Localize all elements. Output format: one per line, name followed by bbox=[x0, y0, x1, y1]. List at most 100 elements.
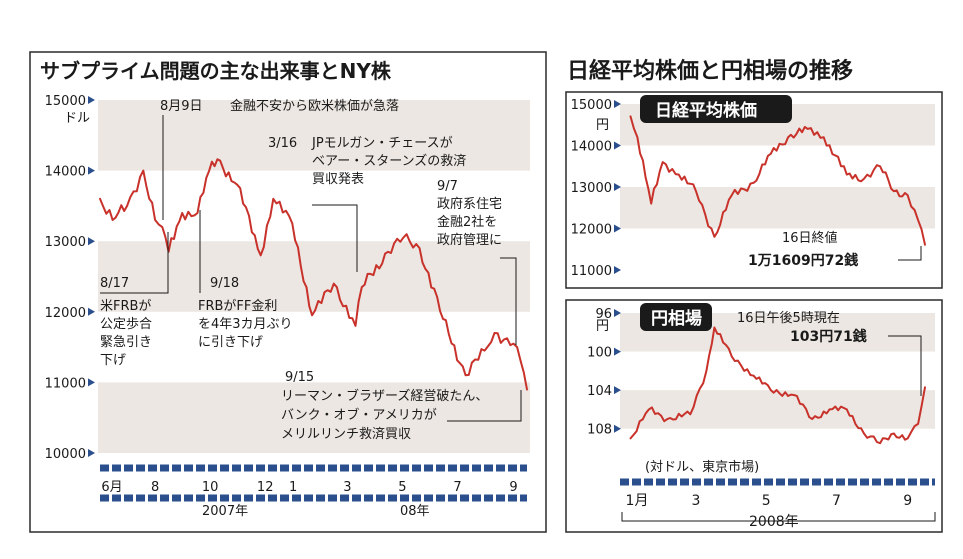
event-sep15-line1: リーマン・ブラザーズ経営破たん、 bbox=[281, 388, 488, 404]
yen-bands bbox=[620, 313, 935, 429]
nikkei-y-ticks: 15000 14000 13000 12000 11000 bbox=[571, 98, 621, 279]
ny-band-4 bbox=[98, 382, 530, 453]
nikkei-annotation-value: 1万1609円72銭 bbox=[748, 252, 858, 269]
right-xtick-0: 1月 bbox=[626, 493, 649, 509]
ny-ytick-13000: 13000 bbox=[45, 235, 86, 250]
ny-ytick-marker-1 bbox=[88, 166, 95, 175]
ny-xtick-7: 7 bbox=[453, 480, 461, 495]
nikkei-badge-label: 日経平均株価 bbox=[655, 100, 757, 121]
ny-ytick-marker-2 bbox=[88, 237, 95, 246]
yen-ytick-108: 108 bbox=[587, 423, 612, 438]
ny-xtick-8: 9 bbox=[509, 480, 517, 495]
ny-xtick-3: 12 bbox=[257, 480, 274, 495]
ny-band-0 bbox=[98, 100, 530, 171]
ny-ytick-marker-3 bbox=[88, 307, 95, 316]
event-aug17-line2: 公定歩合 bbox=[100, 317, 152, 332]
ny-xtick-6: 5 bbox=[398, 480, 406, 495]
event-sep18-line1: FRBがFF金利 bbox=[198, 298, 277, 314]
event-aug17-line3: 緊急引き bbox=[100, 335, 152, 350]
event-sep15-leader bbox=[447, 390, 522, 422]
event-sep18-line2: を4年3カ月ぶり bbox=[198, 317, 293, 332]
nikkei-ytick-12000: 12000 bbox=[571, 223, 612, 238]
ny-xtick-4: 1 bbox=[289, 480, 297, 495]
yen-ytick-marker-1 bbox=[614, 347, 621, 356]
nikkei-series-line bbox=[629, 115, 926, 246]
event-sep7-leader bbox=[500, 257, 517, 345]
event-mar16-line3: 買収発表 bbox=[312, 172, 364, 187]
event-aug17-line4: 下げ bbox=[100, 353, 126, 368]
event-aug17-leader bbox=[100, 232, 169, 294]
yen-ytick-96: 96 bbox=[595, 307, 612, 322]
nikkei-ytick-marker-3 bbox=[614, 224, 621, 233]
event-sep7-line3: 政府管理に bbox=[437, 233, 502, 248]
right-year-bracket bbox=[621, 512, 936, 522]
yen-ytick-marker-3 bbox=[614, 424, 621, 433]
yen-ytick-marker-2 bbox=[614, 386, 621, 395]
left-year-2007: 2007年 bbox=[202, 504, 248, 519]
yen-ytick-104: 104 bbox=[587, 384, 612, 399]
ny-ytick-marker-5 bbox=[88, 449, 95, 457]
yen-annotation-leader bbox=[888, 335, 922, 396]
yen-y-ticks: 96 100 104 108 bbox=[587, 307, 621, 438]
yen-badge bbox=[640, 303, 712, 331]
ny-xtick-0: 6月 bbox=[101, 480, 122, 495]
ny-xtick-2: 10 bbox=[202, 480, 219, 495]
right-xtick-1: 3 bbox=[692, 493, 701, 509]
yen-band-2 bbox=[620, 390, 935, 429]
ny-ytick-marker-4 bbox=[88, 378, 95, 387]
nikkei-ytick-13000: 13000 bbox=[571, 181, 612, 196]
event-sep15-line2: バンク・オブ・アメリカが bbox=[281, 407, 437, 423]
ny-xtick-1: 8 bbox=[151, 480, 159, 495]
nikkei-ytick-15000: 15000 bbox=[571, 98, 612, 113]
event-mar16: 3/16 JPモルガン・チェースが ベアー・スターンズの救済 買収発表 bbox=[268, 136, 466, 272]
right-xtick-3: 7 bbox=[832, 493, 841, 509]
ny-ytick-marker-0 bbox=[88, 96, 95, 104]
right-xtick-2: 5 bbox=[762, 493, 771, 509]
right-year-2008: 2008年 bbox=[749, 514, 799, 530]
event-sep15-line3: メリルリンチ救済買収 bbox=[281, 426, 411, 442]
left-bands bbox=[98, 100, 530, 453]
nikkei-annotation-leader bbox=[898, 246, 922, 261]
event-mar16-line1: JPモルガン・チェースが bbox=[311, 136, 453, 151]
nikkei-ytick-marker-2 bbox=[614, 183, 621, 191]
left-title: サブプライム問題の主な出来事とNY株 bbox=[40, 59, 392, 83]
event-sep18: 9/18 FRBがFF金利 を4年3カ月ぶり に引き下げ bbox=[198, 210, 293, 350]
nikkei-badge bbox=[640, 95, 792, 123]
event-aug9-date: 8月9日 bbox=[160, 99, 203, 114]
event-aug9: 8月9日 金融不安から欧米株価が急落 bbox=[160, 98, 399, 220]
left-y-ticks: 15000 14000 13000 12000 11000 10000 bbox=[45, 94, 95, 462]
nikkei-ytick-marker-1 bbox=[614, 141, 621, 150]
nikkei-ytick-marker-0 bbox=[614, 100, 621, 108]
nikkei-ytick-11000: 11000 bbox=[571, 264, 612, 279]
event-aug9-text: 金融不安から欧米株価が急落 bbox=[230, 98, 399, 114]
event-aug17: 8/17 米FRBが 公定歩合 緊急引き 下げ bbox=[100, 232, 169, 368]
event-sep7: 9/7 政府系住宅 金融2社を 政府管理に bbox=[437, 179, 517, 345]
ny-ytick-10000: 10000 bbox=[45, 447, 86, 462]
event-aug17-date: 8/17 bbox=[100, 276, 129, 291]
right-title: 日経平均株価と円相場の推移 bbox=[567, 58, 853, 84]
event-sep7-date: 9/7 bbox=[437, 179, 458, 194]
left-year-08: 08年 bbox=[400, 504, 430, 519]
nikkei-annotation-label: 16日終値 bbox=[782, 230, 838, 246]
event-mar16-date: 3/16 bbox=[268, 136, 297, 151]
ny-ytick-11000: 11000 bbox=[45, 376, 86, 391]
ny-band-2 bbox=[98, 241, 530, 312]
event-sep18-line3: に引き下げ bbox=[198, 335, 263, 350]
yen-annotation-label: 16日午後5時現在 bbox=[737, 311, 840, 326]
yen-series-line bbox=[629, 326, 926, 445]
event-aug17-line1: 米FRBが bbox=[100, 299, 151, 314]
nikkei-band-2 bbox=[620, 187, 935, 229]
left-x-ticks: 6月 8 10 12 1 3 5 7 9 bbox=[101, 480, 517, 495]
ny-ytick-12000: 12000 bbox=[45, 306, 86, 321]
nikkei-ytick-marker-4 bbox=[614, 266, 621, 274]
yen-badge-label: 円相場 bbox=[651, 308, 702, 329]
nikkei-ytick-14000: 14000 bbox=[571, 140, 612, 155]
ny-dow-series-line bbox=[99, 158, 528, 391]
event-sep7-line2: 金融2社を bbox=[437, 214, 497, 230]
ny-xtick-5: 3 bbox=[343, 480, 351, 495]
yen-note: (対ドル、東京市場) bbox=[645, 459, 759, 475]
event-sep18-date: 9/18 bbox=[210, 276, 239, 291]
event-mar16-leader bbox=[312, 204, 358, 272]
